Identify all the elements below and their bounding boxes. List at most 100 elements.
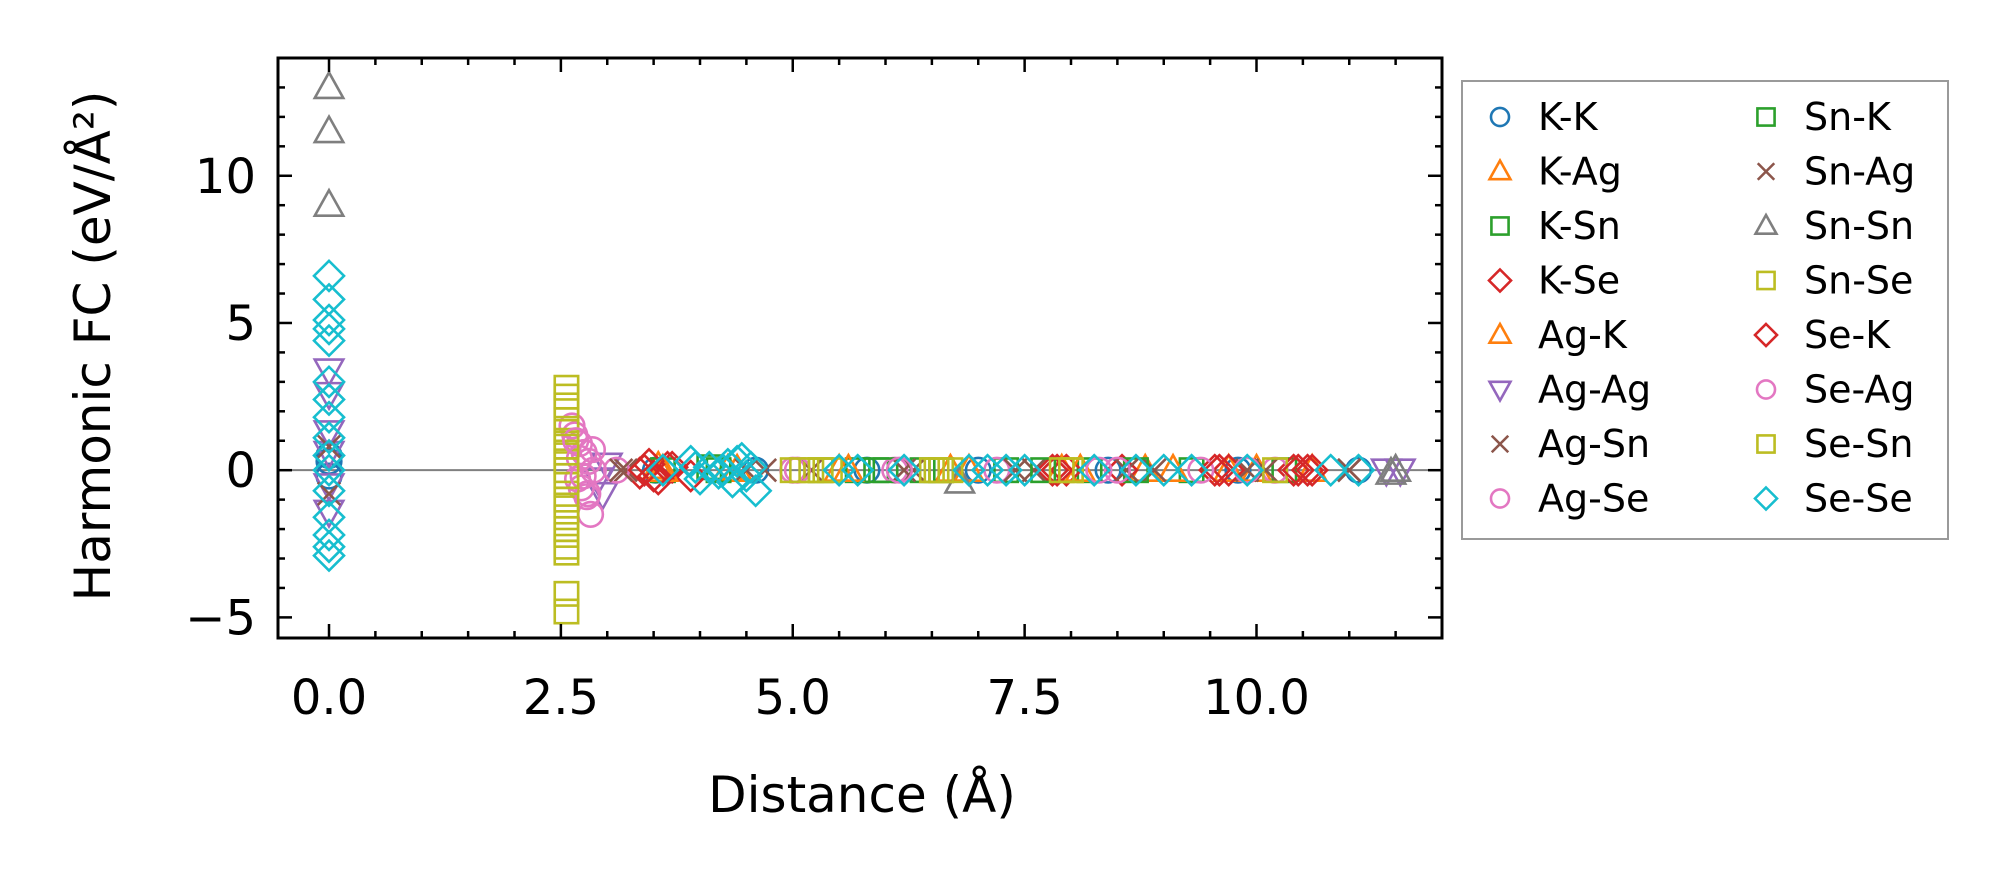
legend-item: K-Sn xyxy=(1490,204,1621,248)
x-tick-label: 10.0 xyxy=(1203,670,1310,726)
y-axis-label: Harmonic FC (eV/Å²) xyxy=(64,91,122,602)
data-point xyxy=(312,259,346,293)
data-point xyxy=(1379,452,1413,482)
legend-label: Sn-K xyxy=(1804,95,1892,139)
legend-marker xyxy=(1756,107,1776,127)
legend-label: Sn-Se xyxy=(1804,259,1913,303)
data-point xyxy=(609,458,634,483)
data-point xyxy=(312,365,346,399)
data-point xyxy=(1202,453,1237,488)
data-point xyxy=(1341,453,1376,488)
legend-item: Ag-K xyxy=(1487,313,1628,357)
data-point xyxy=(553,374,580,401)
data-point xyxy=(840,453,875,488)
data-point xyxy=(1021,458,1047,483)
legend-marker xyxy=(1487,267,1513,294)
y-axis: −5 0 5 10 xyxy=(185,86,1442,646)
data-point xyxy=(1114,458,1139,483)
data-point xyxy=(715,465,750,499)
data-point xyxy=(1337,458,1362,483)
legend-item: Se-Sn xyxy=(1756,422,1913,466)
data-point xyxy=(312,358,346,388)
legend-item: Se-Se xyxy=(1753,477,1913,521)
data-point xyxy=(312,187,346,218)
data-point xyxy=(316,434,342,459)
data-point xyxy=(1119,453,1153,488)
data-point xyxy=(312,282,346,317)
data-point xyxy=(569,462,597,490)
x-tick-label: 7.5 xyxy=(986,670,1062,726)
data-point xyxy=(312,438,346,473)
data-point xyxy=(646,453,680,488)
legend-marker xyxy=(1487,321,1513,345)
legend-item: Se-K xyxy=(1753,313,1891,357)
legend-frame xyxy=(1461,80,1949,540)
axes-frame xyxy=(276,56,1444,640)
data-point xyxy=(312,400,346,435)
legend-marker xyxy=(1487,380,1513,404)
data-point xyxy=(312,323,346,358)
data-point xyxy=(1077,453,1112,488)
x-tick-label: 0.0 xyxy=(291,670,367,726)
data-point xyxy=(553,392,580,419)
legend-label: Se-Se xyxy=(1804,477,1913,521)
data-point xyxy=(636,459,671,493)
legend-marker xyxy=(1489,488,1511,509)
data-point xyxy=(316,481,342,506)
data-point xyxy=(1007,453,1042,488)
data-point xyxy=(993,457,1020,484)
legend-label: K-Sn xyxy=(1538,204,1621,248)
data-point xyxy=(655,450,690,485)
legend-label: Se-Ag xyxy=(1804,368,1915,412)
data-point xyxy=(553,580,580,607)
legend-item: K-Ag xyxy=(1487,150,1622,194)
data-point xyxy=(1174,453,1209,488)
data-point xyxy=(312,453,346,488)
legend-marker xyxy=(1755,379,1777,400)
data-point xyxy=(807,457,834,484)
series-sn-sn xyxy=(312,69,1413,494)
data-point xyxy=(1281,453,1316,488)
data-point xyxy=(553,383,580,410)
data-point xyxy=(1230,453,1265,488)
data-point xyxy=(312,529,346,564)
data-point xyxy=(1058,457,1085,484)
data-point xyxy=(1003,458,1028,483)
legend-label: K-Ag xyxy=(1538,150,1622,194)
y-tick-label: 10 xyxy=(195,149,256,205)
legend-label: Sn-Sn xyxy=(1804,204,1914,248)
data-point xyxy=(1030,457,1057,484)
legend-marker xyxy=(1756,434,1776,454)
x-axis: 0.0 2.5 5.0 7.5 10.0 xyxy=(291,58,1444,726)
data-point xyxy=(312,113,346,144)
data-point xyxy=(312,473,346,508)
data-point xyxy=(1233,456,1261,484)
legend-marker xyxy=(1753,322,1779,348)
data-point xyxy=(738,473,773,508)
legend-marker xyxy=(1756,270,1776,291)
data-point xyxy=(1040,453,1074,488)
data-point xyxy=(1085,456,1113,484)
legend-item: K-Se xyxy=(1487,259,1620,303)
data-point xyxy=(678,450,713,485)
axes: 0.0 2.5 5.0 7.5 10.0 −5 0 5 10 xyxy=(185,56,1444,726)
data-point xyxy=(312,69,346,100)
data-point xyxy=(312,538,346,573)
legend-marker xyxy=(1487,157,1513,181)
legend-label: K-Se xyxy=(1538,259,1620,303)
data-point xyxy=(1383,458,1417,488)
data-point xyxy=(312,518,346,552)
legend-label: Se-K xyxy=(1804,313,1891,357)
legend-item: K-K xyxy=(1489,95,1599,139)
data-point xyxy=(1374,455,1408,485)
data-point xyxy=(1197,453,1232,488)
data-point xyxy=(1290,453,1325,488)
legend-item: Ag-Ag xyxy=(1487,368,1651,412)
legend-label: K-K xyxy=(1538,95,1599,139)
data-point xyxy=(885,456,914,484)
legend-item: Ag-Se xyxy=(1489,477,1649,521)
legend: K-K K-Ag K-Sn K-Se Ag-K Ag-Ag Ag-Sn Ag-Se Sn-K Sn… xyxy=(1461,80,1949,540)
data-point xyxy=(1313,453,1348,488)
data-point xyxy=(1187,456,1215,484)
